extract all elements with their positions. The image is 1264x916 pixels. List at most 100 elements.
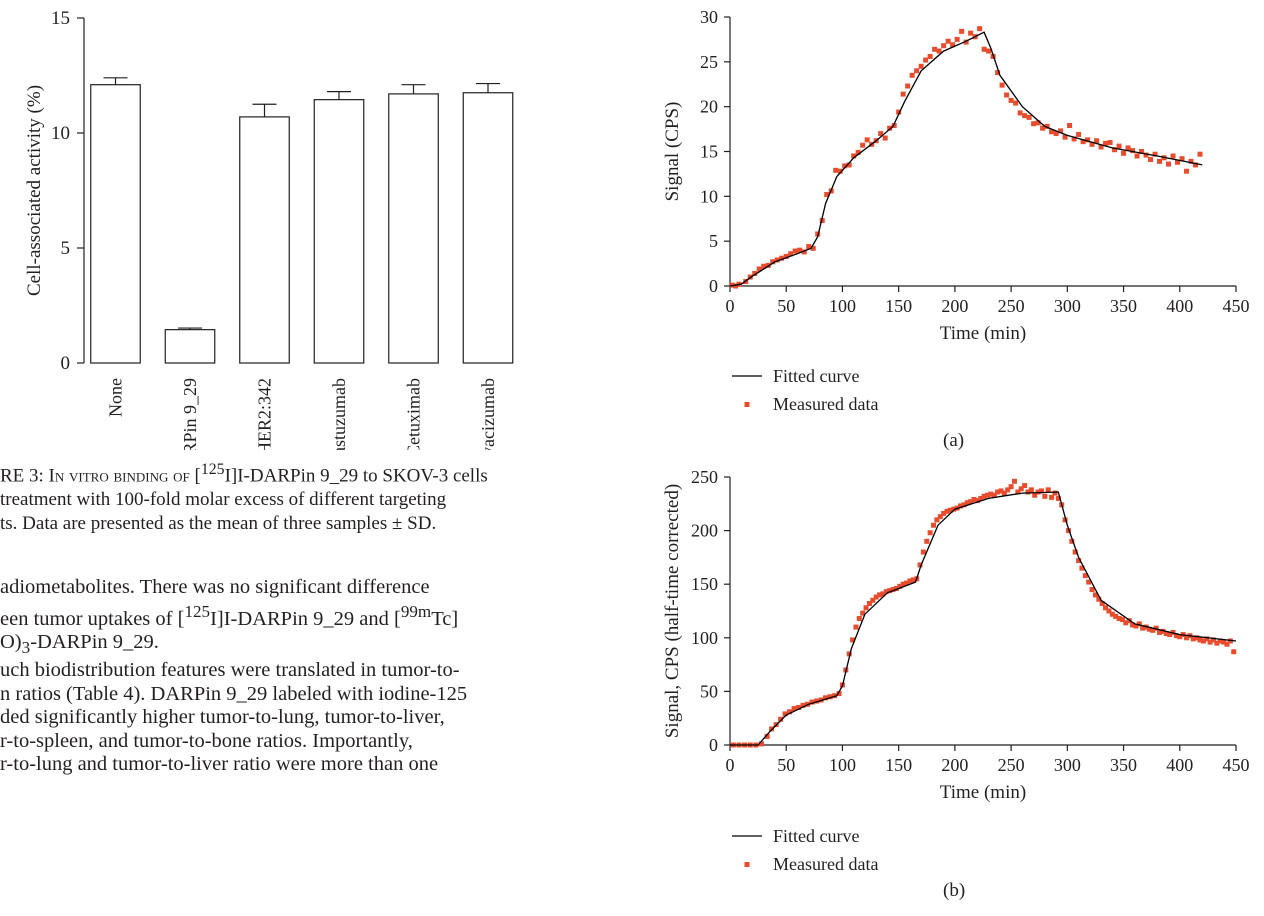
body-line: O)3-DARPin 9_29. <box>0 631 620 660</box>
y-tick-label: 0 <box>61 353 71 374</box>
x-tick-label: 350 <box>1110 755 1137 775</box>
data-point <box>936 48 942 54</box>
x-axis-title: Time (min) <box>940 323 1026 344</box>
y-tick-label: 25 <box>700 52 718 72</box>
data-point <box>1076 558 1082 564</box>
data-point <box>968 30 974 36</box>
data-point <box>914 68 920 74</box>
data-point <box>787 709 793 715</box>
y-tick-label: 30 <box>700 7 718 27</box>
caption-line-3: ts. Data are presented as the mean of th… <box>0 513 437 535</box>
data-point <box>904 580 910 586</box>
y-tick-label: 150 <box>691 574 718 594</box>
data-point <box>1069 538 1075 544</box>
data-point <box>1026 114 1032 120</box>
y-tick-label: 250 <box>691 467 718 487</box>
data-point <box>920 549 926 555</box>
x-tick-label: 450 <box>1223 296 1250 316</box>
data-point <box>941 510 947 516</box>
data-point <box>1193 162 1199 168</box>
body-text-span: adiometabolites. There was no significan… <box>0 576 430 598</box>
data-point <box>837 168 843 174</box>
data-point <box>944 508 950 514</box>
data-point <box>1049 129 1055 135</box>
data-point <box>1119 617 1125 623</box>
data-point <box>774 257 780 263</box>
bar <box>462 92 514 364</box>
x-tick-label: 350 <box>1110 296 1137 316</box>
data-point <box>954 36 960 42</box>
data-point <box>999 82 1005 88</box>
body-line: een tumor uptakes of [125I]I-DARPin 9_29… <box>0 600 620 631</box>
data-point <box>1103 605 1109 611</box>
data-point <box>788 251 794 257</box>
data-point <box>783 253 789 259</box>
data-point <box>756 266 762 272</box>
panel-label-b: (b) <box>943 880 966 901</box>
data-point <box>907 578 913 584</box>
data-point <box>779 255 785 261</box>
data-point <box>1044 123 1050 129</box>
caption-sup: 125 <box>200 461 225 478</box>
data-point <box>833 167 839 173</box>
data-point <box>986 48 992 54</box>
legend-label: Fitted curve <box>773 366 859 386</box>
body-text-span: I]I-DARPin 9_29 and [ <box>210 607 401 630</box>
data-point <box>860 610 866 616</box>
data-point <box>1152 151 1158 157</box>
y-tick-label: 15 <box>700 142 718 162</box>
data-point <box>1038 488 1044 494</box>
body-text-span: r-to-spleen, and tumor-to-bone ratios. I… <box>0 729 413 752</box>
x-tick-label: DARPin 9_29 <box>180 378 200 450</box>
data-point <box>864 137 870 143</box>
data-point <box>1227 638 1233 644</box>
data-point <box>1173 633 1179 639</box>
data-point <box>1053 131 1059 137</box>
data-point <box>995 489 1001 495</box>
x-tick-label: 200 <box>941 755 968 775</box>
data-point <box>800 702 806 708</box>
data-point <box>998 488 1004 494</box>
data-point <box>1096 596 1102 602</box>
data-point <box>971 497 977 503</box>
data-point <box>959 28 965 34</box>
data-point <box>958 503 964 509</box>
bar <box>388 93 439 364</box>
data-point <box>883 589 889 595</box>
data-point <box>778 716 784 722</box>
data-point <box>887 125 893 131</box>
data-point <box>897 583 903 589</box>
data-point <box>1082 573 1088 579</box>
data-point <box>810 245 816 251</box>
data-point <box>1194 635 1200 641</box>
data-point <box>923 57 929 63</box>
data-point <box>1067 122 1073 128</box>
body-text: adiometabolites. There was no significan… <box>0 576 620 777</box>
data-point <box>910 577 916 583</box>
data-point <box>877 592 883 598</box>
data-point <box>1190 636 1196 642</box>
data-point <box>809 699 815 705</box>
body-text-span: ded significantly higher tumor-to-lung, … <box>0 706 445 729</box>
legend-marker-swatch <box>744 402 750 407</box>
data-point <box>964 500 970 506</box>
data-point <box>1022 483 1028 489</box>
data-point <box>1086 579 1092 585</box>
data-point <box>1028 487 1034 493</box>
data-point <box>891 122 897 128</box>
data-point <box>1106 608 1112 614</box>
data-point <box>1080 139 1086 145</box>
data-point <box>866 600 872 606</box>
data-point <box>863 605 869 611</box>
data-point <box>814 698 820 704</box>
data-point <box>1089 141 1095 147</box>
data-point <box>1001 490 1007 496</box>
data-point <box>733 283 739 289</box>
legend-marker-swatch <box>744 862 750 867</box>
y-tick-label: 200 <box>691 521 718 541</box>
data-point <box>927 53 933 59</box>
data-point <box>1094 138 1100 144</box>
data-point <box>806 244 812 250</box>
data-point <box>978 495 984 501</box>
